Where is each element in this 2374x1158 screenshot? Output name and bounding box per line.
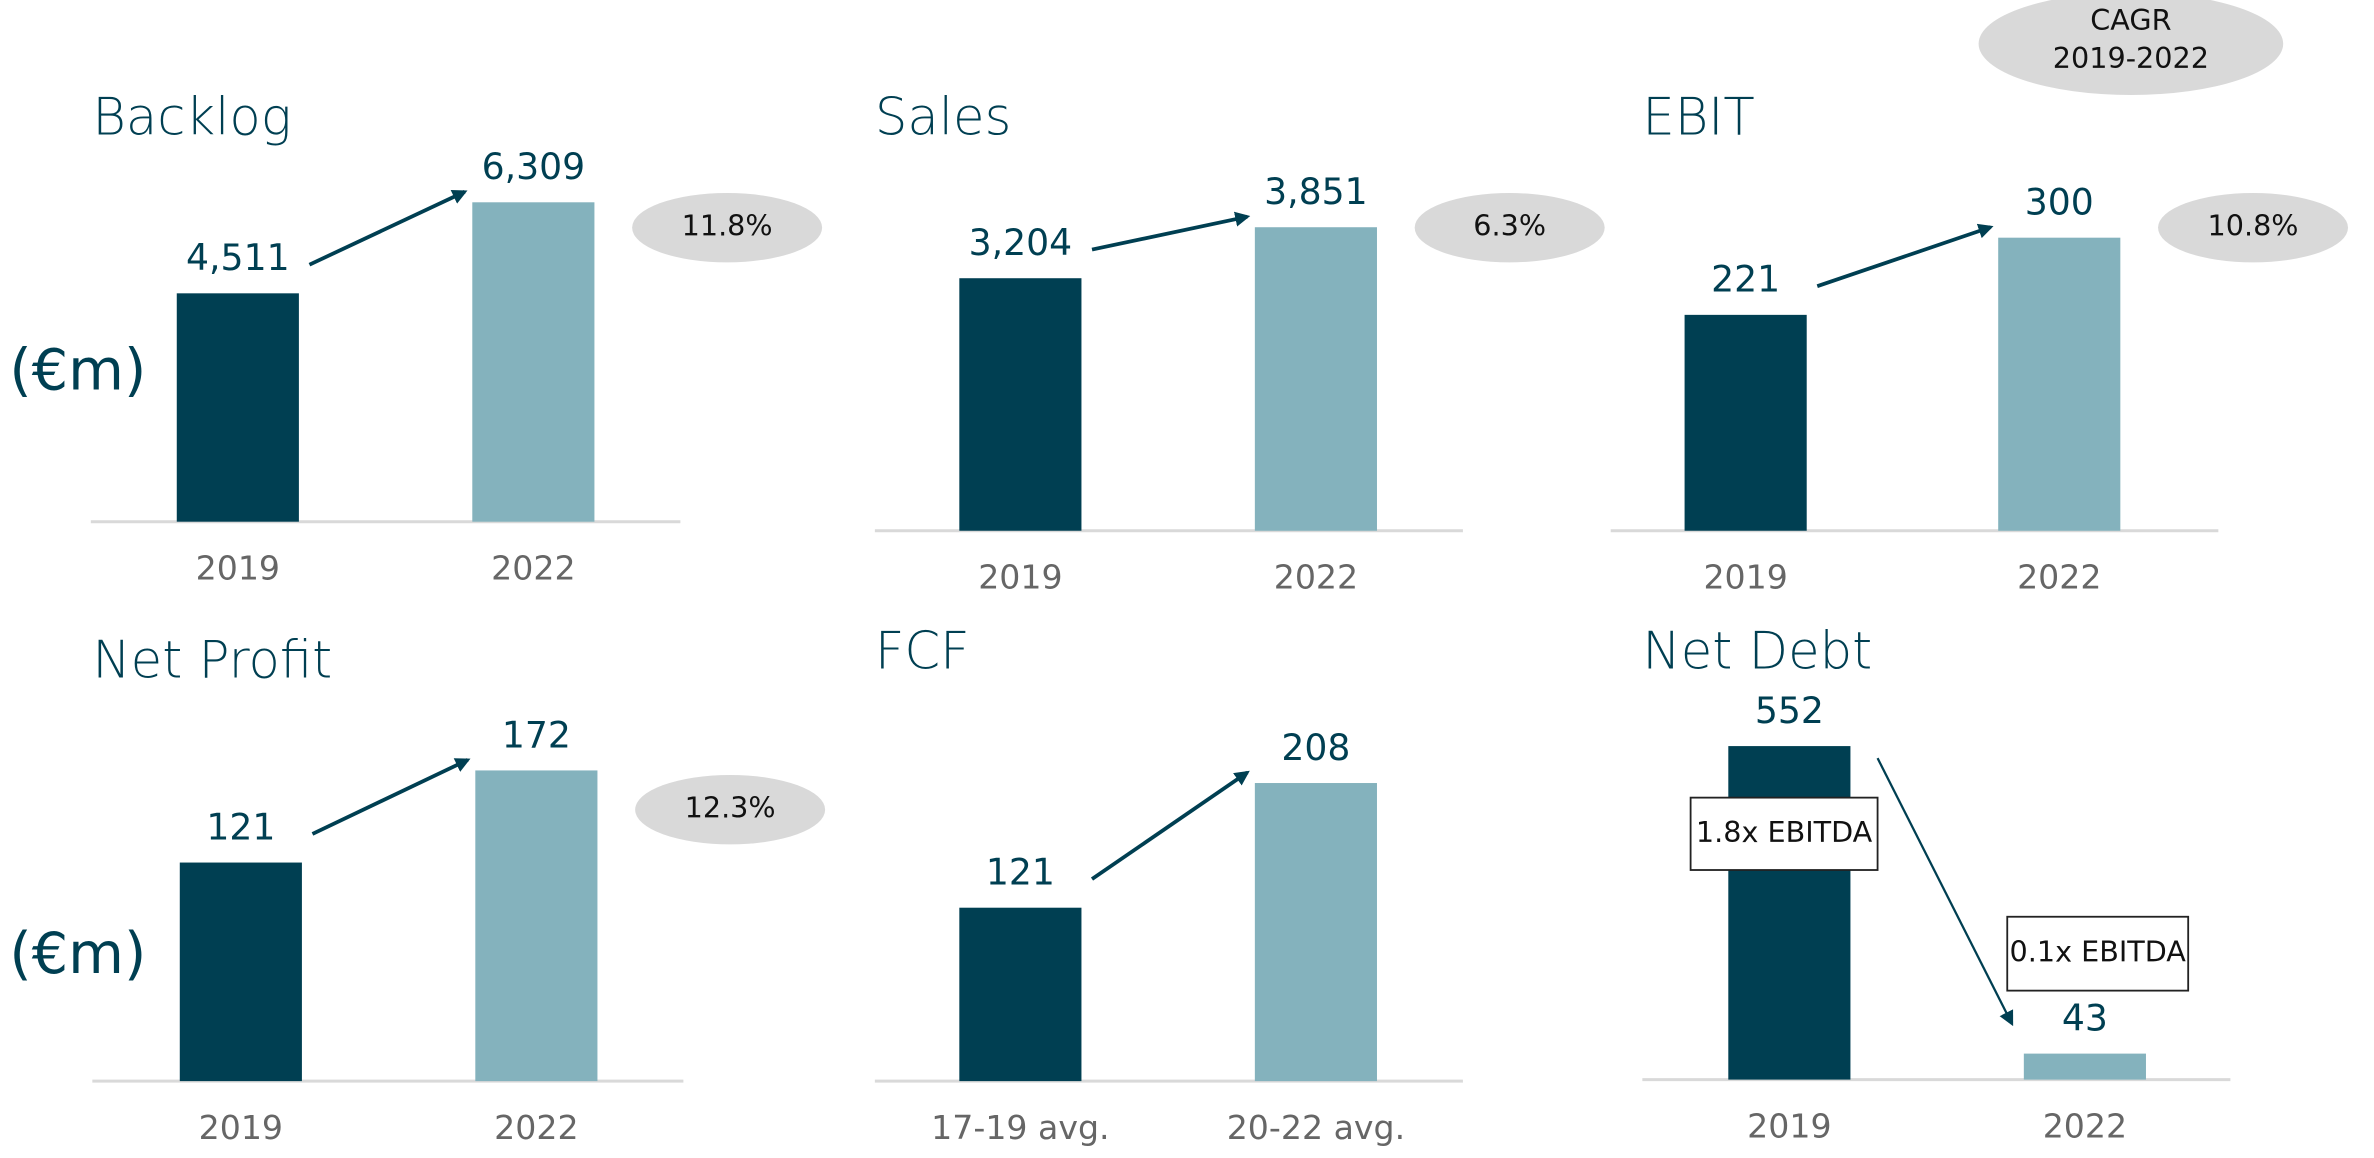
bar [176,293,299,522]
annotation: 1.8x EBITDA [1696,815,1873,849]
category-label: 2019 [196,548,280,587]
unit-label: (€m) [9,337,146,404]
bar [1254,783,1377,1082]
category-label: 2019 [1747,1106,1831,1145]
bar [1728,746,1851,1080]
category-label: 2019 [978,558,1062,597]
category-label: 2019 [199,1108,283,1147]
value-label: 300 [2025,181,2094,224]
chart-title: Net Profit [92,630,332,690]
chart-title: Net Debt [1642,621,1872,681]
trend-arrow [1816,223,1994,288]
bar [179,862,302,1082]
bar [475,770,598,1082]
cagr-label: 11.8% [682,209,773,243]
cagr-header-box: CAGR 2019-2022 [2052,4,2209,76]
chart-title: Sales [875,88,1011,148]
category-label: 2019 [1703,558,1787,597]
chart-title: Backlog [92,88,291,148]
value-label: 172 [502,713,571,756]
cagr-header: CAGR 2019-2022 [2052,4,2209,76]
cagr-label: 6.3% [1473,209,1546,243]
value-label: 3,204 [969,221,1073,264]
cagr-pill [1414,193,1605,263]
trend-arrow [308,190,468,267]
trend-arrow [311,758,471,836]
cagr-label: 12.3% [685,791,776,825]
value-label: 208 [1281,726,1350,769]
trend-arrow [1090,770,1250,881]
annotation: 0.1x EBITDA [2010,935,2187,969]
bar [959,278,1082,531]
category-label: 2022 [491,548,575,587]
category-label: 20-22 avg. [1227,1108,1405,1147]
trend-arrow [1091,211,1251,252]
category-label: 2022 [2043,1106,2127,1145]
category-label: 17-19 avg. [931,1108,1109,1147]
value-label: 6,309 [482,145,586,188]
cagr-pill [632,193,823,263]
value-label: 121 [206,805,275,848]
annotation-box [1689,796,1879,871]
cagr-pill [635,775,826,845]
value-label: 4,511 [186,236,290,279]
value-label: 121 [986,851,1055,894]
category-label: 2022 [494,1108,578,1147]
bar [1684,314,1807,531]
bar [2023,1053,2146,1080]
value-label: 43 [2062,996,2108,1039]
trend-arrow [1876,757,2014,1027]
value-label: 3,851 [1264,170,1368,213]
category-label: 2022 [1274,558,1358,597]
annotation-box [2006,915,2190,992]
chart-title: FCF [875,621,970,681]
cagr-pill [2158,193,2349,263]
bar [959,907,1082,1082]
bar [1998,237,2121,531]
chart-title: EBIT [1642,88,1754,148]
bar [1254,227,1377,531]
unit-label: (€m) [9,920,146,987]
value-label: 221 [1711,258,1780,301]
cagr-header-pill [1978,0,2284,95]
bar [472,202,595,522]
cagr-label: 10.8% [2208,209,2299,243]
value-label: 552 [1755,689,1824,732]
category-label: 2022 [2017,558,2101,597]
